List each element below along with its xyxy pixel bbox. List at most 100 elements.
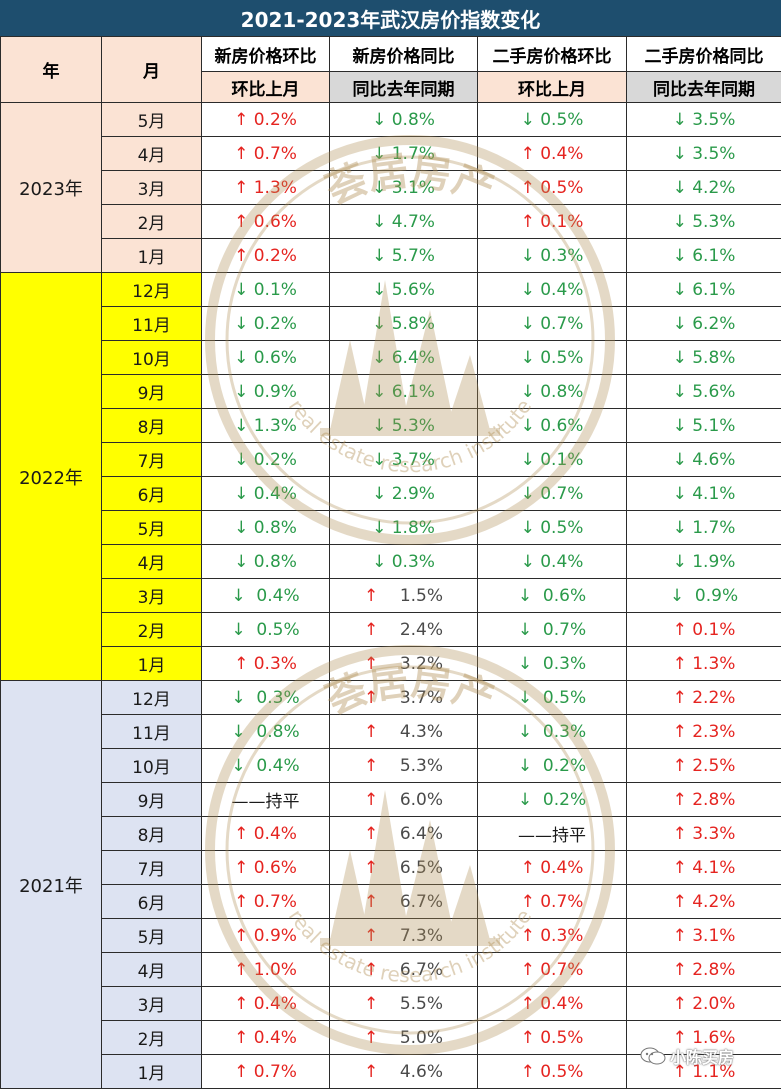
up-arrow-icon: ↑ (363, 959, 379, 980)
value-cell-new-yoy: ↑ 6.4% (329, 816, 478, 851)
value-cell-new-mom: ↓ 0.8% (201, 714, 330, 749)
table-row: 2月 ↓ 0.5% ↑ 2.4% ↓ 0.7% ↑ 0.1% (1, 612, 781, 647)
month-cell: 3月 (101, 578, 202, 613)
value-cell-resale-yoy: ↑ 3.3% (626, 816, 781, 851)
value-cell-new-yoy: ↓ 3.1% (329, 170, 478, 205)
up-arrow-icon: ↑ (363, 1061, 379, 1082)
value-text: 5.3% (378, 755, 444, 776)
value-cell-new-mom: ——持平 (201, 782, 330, 817)
table-row: 4月 ↑ 0.7% ↓ 1.7% ↑ 0.4% ↓ 3.5% (1, 136, 781, 171)
table-row: 8月 ↑ 0.4% ↑ 6.4% ——持平 ↑ 3.3% (1, 816, 781, 851)
up-arrow-icon: ↑ (363, 993, 379, 1014)
value-cell-new-yoy: ↑ 6.5% (329, 850, 478, 885)
month-cell: 10月 (101, 340, 202, 375)
month-cell: 12月 (101, 272, 202, 307)
value-cell-resale-yoy: ↑ 3.1% (626, 918, 781, 953)
value-cell-resale-mom: ↓ 0.3% (477, 714, 627, 749)
header-year: 年 (0, 36, 102, 103)
value-cell-resale-mom: ↓ 0.5% (477, 102, 627, 137)
value-cell-resale-mom: ↓ 0.7% (477, 612, 627, 647)
value-cell-resale-mom: ↓ 0.5% (477, 340, 627, 375)
value-cell-resale-yoy: ↓ 6.1% (626, 238, 781, 273)
value-cell-resale-yoy: ↑ 2.8% (626, 952, 781, 987)
value-text: 4.6% (378, 1061, 444, 1082)
value-text: 1.5% (378, 585, 444, 606)
value-cell-new-mom: ↑ 0.7% (201, 884, 330, 919)
value-cell-new-mom: ↓ 0.8% (201, 544, 330, 579)
value-cell-new-yoy: ↑ 3.7% (329, 680, 478, 715)
value-cell-resale-mom: ↑ 0.4% (477, 850, 627, 885)
value-cell-new-mom: ↑ 0.3% (201, 646, 330, 681)
value-cell-resale-mom: ↓ 0.1% (477, 442, 627, 477)
header-month: 月 (101, 36, 202, 103)
month-cell: 5月 (101, 510, 202, 545)
month-cell: 4月 (101, 136, 202, 171)
value-cell-new-mom: ↑ 0.4% (201, 1020, 330, 1055)
value-cell-new-mom: ↓ 0.4% (201, 748, 330, 783)
up-arrow-icon: ↑ (363, 925, 379, 946)
table-row: 2023年 5月 ↑ 0.2% ↓ 0.8% ↓ 0.5% ↓ 3.5% (0, 102, 781, 273)
year-cell: 2023年 (0, 102, 102, 273)
month-cell: 3月 (101, 170, 202, 205)
value-text: 3.7% (378, 687, 444, 708)
value-cell-resale-mom: ↑ 0.5% (477, 1054, 627, 1089)
value-cell-resale-mom: ↓ 0.5% (477, 510, 627, 545)
value-cell-new-mom: ↑ 0.4% (201, 986, 330, 1021)
value-cell-new-yoy: ↓ 0.8% (329, 102, 478, 137)
value-cell-resale-mom: ↑ 0.4% (477, 136, 627, 171)
header-resale-yoy: 二手房价格同比 (626, 36, 781, 72)
month-cell: 2月 (101, 612, 202, 647)
table-row: 7月 ↑ 0.6% ↑ 6.5% ↑ 0.4% ↑ 4.1% (1, 850, 781, 885)
value-text: 6.7% (378, 891, 444, 912)
subheader-new-mom: 环比上月 (201, 71, 330, 103)
table-row: 2月 ↑ 0.6% ↓ 4.7% ↑ 0.1% ↓ 5.3% (1, 204, 781, 239)
value-cell-resale-yoy: ↓ 3.5% (626, 136, 781, 171)
value-cell-new-mom: ↑ 0.7% (201, 1054, 330, 1089)
up-arrow-icon: ↑ (363, 585, 379, 606)
value-text: 6.0% (378, 789, 444, 810)
value-text: 7.3% (378, 925, 444, 946)
value-cell-new-mom: ↑ 1.0% (201, 952, 330, 987)
month-cell: 9月 (101, 374, 202, 409)
value-cell-resale-mom: ——持平 (477, 816, 627, 851)
value-cell-resale-yoy: ↑ 2.8% (626, 782, 781, 817)
value-cell-new-yoy: ↓ 5.3% (329, 408, 478, 443)
value-cell-resale-yoy: ↓ 5.1% (626, 408, 781, 443)
value-cell-resale-yoy: ↑ 2.5% (626, 748, 781, 783)
table-row: 1月 ↑ 0.7% ↑ 4.6% ↑ 0.5% ↑ 1.1% (1, 1054, 781, 1089)
value-cell-resale-yoy: ↓ 1.7% (626, 510, 781, 545)
value-cell-resale-yoy: ↓ 4.1% (626, 476, 781, 511)
table-row: 4月 ↑ 1.0% ↑ 6.7% ↑ 0.7% ↑ 2.8% (1, 952, 781, 987)
value-cell-resale-mom: ↓ 0.7% (477, 476, 627, 511)
up-arrow-icon: ↑ (363, 653, 379, 674)
month-cell: 6月 (101, 476, 202, 511)
value-cell-new-yoy: ↑ 7.3% (329, 918, 478, 953)
value-cell-resale-mom: ↑ 0.3% (477, 918, 627, 953)
month-cell: 8月 (101, 408, 202, 443)
value-cell-resale-yoy: ↑ 1.1% (626, 1054, 781, 1089)
value-cell-resale-yoy: ↓ 6.2% (626, 306, 781, 341)
year-cell: 2021年 (0, 680, 102, 1089)
value-cell-resale-mom: ↑ 0.7% (477, 884, 627, 919)
value-cell-new-yoy: ↓ 1.8% (329, 510, 478, 545)
value-cell-resale-yoy: ↑ 2.0% (626, 986, 781, 1021)
value-cell-new-mom: ↓ 1.3% (201, 408, 330, 443)
table-row: 2月 ↑ 0.4% ↑ 5.0% ↑ 0.5% ↑ 1.6% (1, 1020, 781, 1055)
month-cell: 4月 (101, 544, 202, 579)
header-resale-mom: 二手房价格环比 (477, 36, 627, 72)
table-row: 7月 ↓ 0.2% ↓ 3.7% ↓ 0.1% ↓ 4.6% (1, 442, 781, 477)
table-row: 10月 ↓ 0.6% ↓ 6.4% ↓ 0.5% ↓ 5.8% (1, 340, 781, 375)
value-cell-resale-mom: ↓ 0.3% (477, 646, 627, 681)
value-text: 6.7% (378, 959, 444, 980)
value-cell-resale-yoy: ↑ 2.3% (626, 714, 781, 749)
month-cell: 1月 (101, 646, 202, 681)
value-cell-new-yoy: ↑ 5.3% (329, 748, 478, 783)
value-cell-new-mom: ↓ 0.4% (201, 578, 330, 613)
value-cell-resale-yoy: ↓ 5.8% (626, 340, 781, 375)
value-cell-new-yoy: ↓ 3.7% (329, 442, 478, 477)
month-cell: 9月 (101, 782, 202, 817)
value-text: 5.5% (378, 993, 444, 1014)
table-row: 3月 ↓ 0.4% ↑ 1.5% ↓ 0.6% ↓ 0.9% (1, 578, 781, 613)
value-cell-new-mom: ↑ 0.2% (201, 102, 330, 137)
value-cell-new-yoy: ↑ 4.3% (329, 714, 478, 749)
